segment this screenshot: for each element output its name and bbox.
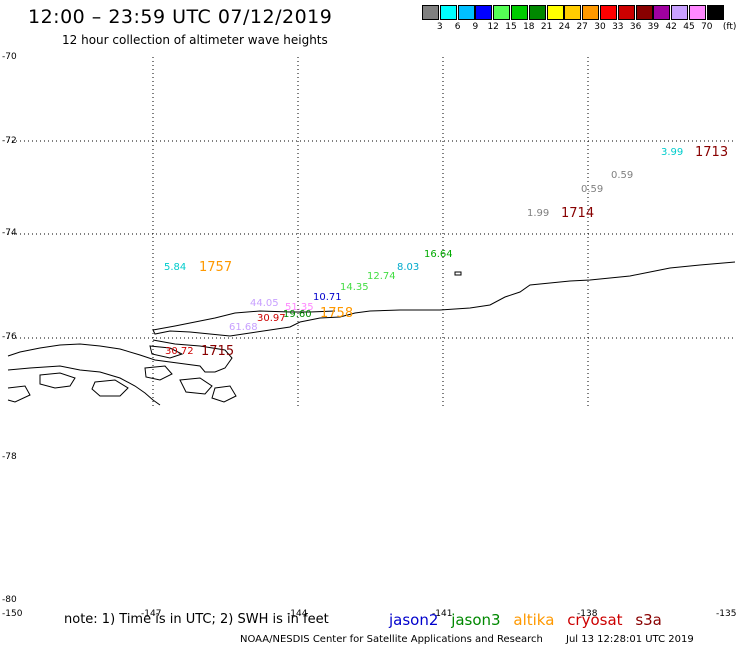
satellite-jason3: jason3 [451,611,501,629]
lon-label: -150 [2,609,23,619]
scale-label: 30 [594,22,606,32]
color-swatch [493,5,511,20]
wave-height-label: 0.59 [581,184,604,195]
wave-height-label: 14.35 [340,282,369,293]
satellite-legend: jason2 jason3 altika cryosat s3a [389,611,670,629]
scale-label: 12 [487,22,499,32]
coastline [7,261,736,406]
scale-label: 21 [540,22,553,32]
lat-label: -70 [2,52,17,62]
scale-label: 42 [665,22,677,32]
lon-label: -144 [287,609,308,619]
scale-unit: (ft) [722,22,737,32]
scale-label: 6 [454,22,461,32]
scale-label: 24 [558,22,571,32]
wave-height-label: 30.72 [165,346,194,357]
lat-label: -76 [2,332,17,342]
wave-height-label: 19.60 [283,309,312,320]
pass-time-label: 1758 [320,306,354,321]
footer-note: note: 1) Time is in UTC; 2) SWH is in fe… [64,612,329,627]
color-swatch [706,5,724,20]
satellite-jason2: jason2 [389,611,439,629]
color-swatch [457,5,475,20]
scale-label: 45 [683,22,695,32]
pass-time-label: 1715 [201,344,235,359]
wave-height-label: 44.05 [250,298,279,309]
pass-time-label: 1714 [561,206,595,221]
wave-height-label: 16.64 [424,249,453,260]
color-swatch [653,5,671,20]
scale-label: 33 [612,22,624,32]
color-swatch [439,5,457,20]
satellite-altika: altika [513,611,555,629]
pass-time-label: 1757 [199,260,233,275]
page-title: 12:00 – 23:59 UTC 07/12/2019 [28,6,333,28]
scale-label: 39 [647,22,660,32]
wave-height-label: 12.74 [367,271,396,282]
scale-label: 36 [629,22,642,32]
scale-label: 9 [472,22,479,32]
creation-timestamp: Jul 13 12:28:01 UTC 2019 [566,634,694,645]
color-swatch [546,5,564,20]
wave-height-label: 51.35 [285,302,314,313]
pass-time-label: 1713 [695,145,729,160]
wave-height-label: 1.99 [527,208,550,219]
scale-label: 3 [436,22,443,32]
lat-label: -78 [2,452,17,462]
wave-height-label: 8.03 [397,262,420,273]
scale-label: 70 [701,22,713,32]
scale-label: 15 [505,22,517,32]
satellite-s3a: s3a [635,611,662,629]
color-swatch [528,5,546,20]
color-swatch [600,5,617,20]
wave-height-label: 10.71 [313,292,342,303]
scale-label: 18 [523,22,535,32]
color-swatch [582,5,600,20]
scale-label: 27 [576,22,588,32]
color-swatch [475,5,493,20]
lon-label: -135 [716,609,737,619]
lon-label: -147 [141,609,162,619]
color-swatch [511,5,528,20]
lat-label: -74 [2,228,17,238]
lat-label: -72 [2,136,17,146]
satellite-cryosat: cryosat [567,611,623,629]
page-subtitle: 12 hour collection of altimeter wave hei… [62,33,328,47]
wave-height-label: 0.59 [611,170,634,181]
color-swatch [564,5,582,20]
color-swatch [635,5,653,20]
wave-height-label: 5.84 [164,262,187,273]
lon-label: -138 [577,609,598,619]
credit-line: NOAA/NESDIS Center for Satellite Applica… [240,634,543,645]
wave-height-label: 61.68 [229,322,258,333]
color-swatch [617,5,635,20]
grid-lines [8,57,735,408]
wave-height-label: 30.97 [257,313,286,324]
color-swatch [422,5,439,20]
color-swatch [689,5,706,20]
lat-label: -80 [2,595,17,605]
color-swatch [671,5,689,20]
lon-label: -141 [432,609,453,619]
wave-height-label: 3.99 [661,147,684,158]
